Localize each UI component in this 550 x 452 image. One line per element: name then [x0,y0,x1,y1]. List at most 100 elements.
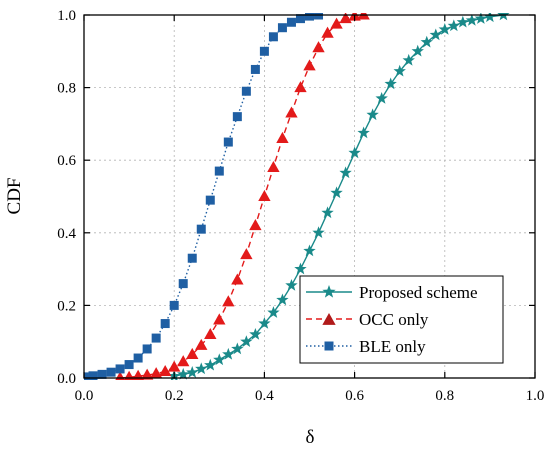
data-point [366,108,379,121]
data-point [196,224,206,234]
data-point [312,226,325,239]
data-point [240,248,253,260]
data-point [258,317,271,329]
data-point [106,367,116,377]
data-point [186,347,199,359]
data-point [268,32,278,42]
y-axis-label: CDF [4,178,25,215]
data-point [277,23,287,33]
data-point [339,166,352,179]
x-tick-label: 0.2 [165,388,184,404]
data-point [213,313,226,325]
data-point [151,333,161,343]
data-point [168,360,181,372]
data-point [84,372,89,380]
data-point [384,77,397,90]
data-point [223,137,233,147]
data-point [160,319,170,329]
data-point [474,13,488,24]
legend-label-ble-only: BLE only [359,337,426,356]
data-point [303,244,316,257]
data-point [204,327,217,339]
data-point [115,364,125,374]
data-point [321,206,334,219]
y-tick-label: 0.0 [57,371,76,387]
data-point [241,86,251,96]
data-point [205,195,215,205]
data-point [456,15,470,28]
legend-label-proposed-scheme: Proposed scheme [359,283,478,302]
x-axis-label: δ [306,427,315,448]
data-point [133,353,143,363]
y-tick-label: 0.6 [57,153,76,169]
data-point [259,46,269,56]
legend-marker-square [324,341,334,351]
data-point [276,293,289,306]
data-point [186,366,199,378]
data-point [285,278,298,291]
legend-entry-occ-only: OCC only [306,310,429,329]
legend-marker-triangle [322,313,336,325]
series-line-occ-only [120,14,364,379]
data-point [169,300,179,310]
y-tick-label: 0.2 [57,298,76,314]
data-point [231,273,244,285]
x-tick-label: 0.8 [435,388,454,404]
data-point [177,355,190,367]
data-point [330,17,343,29]
data-point [420,35,433,48]
legend-marker-star [322,285,336,298]
data-point [312,41,325,53]
data-point [177,367,190,380]
data-point [231,342,244,355]
data-point [187,253,197,263]
data-point [267,306,280,318]
data-point [195,362,208,375]
legend-entry-ble-only: BLE only [306,337,426,356]
data-point [429,28,442,41]
legend-label-occ-only: OCC only [359,310,429,329]
legend: Proposed scheme OCC only BLE only [299,275,504,364]
data-point [303,59,316,71]
data-point [357,126,370,139]
data-point [276,131,289,143]
data-point [214,166,224,176]
data-point [249,327,262,340]
data-point [321,26,334,38]
data-point [438,23,451,35]
data-point [348,146,361,159]
data-point [285,106,298,118]
y-tick-label: 0.4 [57,226,76,242]
legend-entry-proposed-scheme: Proposed scheme [306,283,478,302]
x-tick-label: 0.0 [75,388,94,404]
data-point [213,353,226,366]
data-point [97,369,107,379]
plot-frame [83,14,536,379]
data-point [204,358,217,371]
data-point [411,44,424,57]
y-tick-label: 0.8 [57,81,76,97]
data-point [314,13,324,20]
data-point [232,112,242,122]
data-point [330,186,343,199]
data-point [149,367,163,379]
data-point [447,19,460,32]
data-point [249,219,262,231]
data-point [295,14,305,24]
data-point [294,81,307,93]
x-tick-label: 0.6 [345,388,364,404]
data-point [286,17,296,27]
data-point [140,368,154,380]
data-point [258,190,271,202]
data-point [294,262,307,275]
data-point [250,64,260,74]
data-point [124,360,134,370]
data-point [402,53,415,66]
data-point [159,364,172,377]
data-point [88,371,98,380]
series-ble-only [84,13,324,380]
data-point [142,344,152,354]
data-point [222,347,235,360]
x-tick-label: 0.4 [255,388,274,404]
data-point [305,13,314,21]
